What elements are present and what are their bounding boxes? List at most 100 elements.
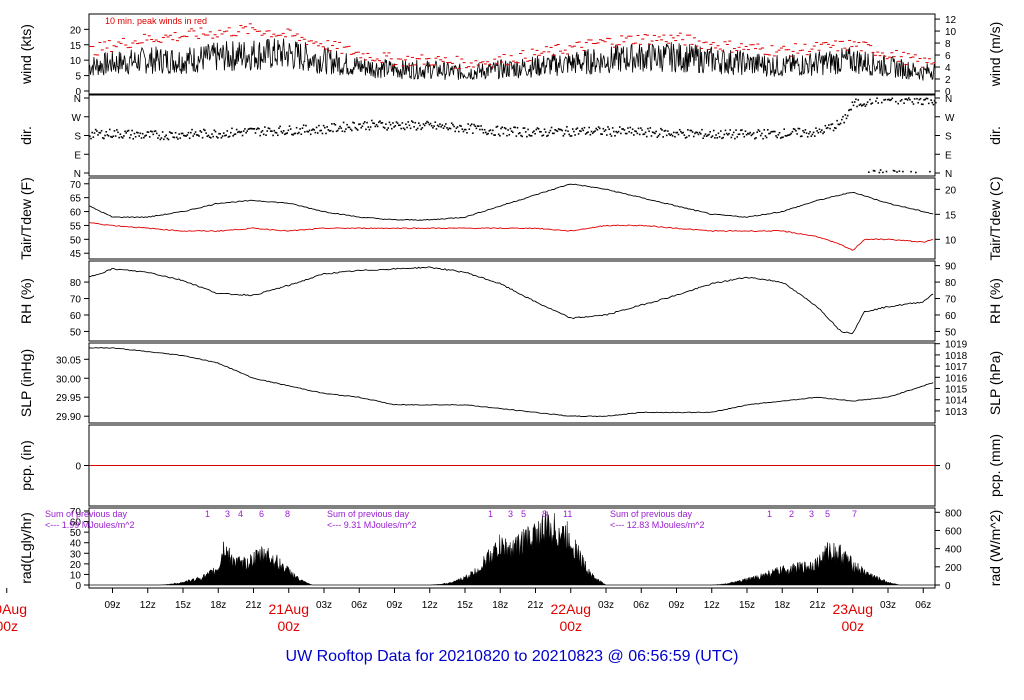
series-dir-point — [267, 127, 270, 129]
series-dir-point — [935, 101, 937, 104]
series-dir-point — [929, 170, 931, 173]
series-dir-point — [124, 130, 126, 133]
series-dir-point — [678, 128, 681, 131]
x-tick-label: 15z — [457, 600, 473, 611]
series-dir-point — [89, 135, 91, 137]
series-dir-point — [157, 137, 159, 139]
series-dir-point — [933, 99, 936, 102]
series-dir-point — [883, 99, 885, 101]
radiation-sum-value: <--- 12.83 MJoules/m^2 — [610, 520, 705, 530]
series-dir-point — [275, 132, 278, 134]
series-dir-point — [830, 123, 833, 126]
panel-dir: dir. dir.N NE ES SW WN N — [18, 94, 1003, 180]
series-dir-point — [685, 136, 688, 139]
series-dir-point — [210, 137, 212, 139]
series-dir-point — [862, 104, 864, 106]
series-dir-point — [322, 124, 325, 127]
hour-marker-label: 1 — [205, 509, 210, 519]
series-dir-point — [722, 136, 724, 139]
series-dir-point — [480, 125, 482, 127]
series-dir-point — [495, 126, 498, 128]
panel-wind: wind (kts) wind (m/s)0510152002468101210 … — [18, 13, 1003, 98]
y-tick-label-right: 10 — [945, 235, 957, 246]
series-dir-point — [97, 134, 99, 136]
series-dir-point — [354, 126, 357, 129]
series-dir-point — [761, 132, 763, 135]
series-dir-point — [386, 128, 388, 131]
y-tick-label-right: 1019 — [945, 340, 968, 351]
series-dir-point — [105, 130, 108, 133]
y-tick-label-right: N — [945, 169, 952, 180]
series-dir-point — [547, 134, 549, 137]
series-dir-point — [466, 131, 468, 134]
series-dir-point — [211, 133, 213, 135]
series-dir-point — [273, 129, 276, 132]
series-dir-point — [409, 127, 412, 130]
series-dir-point — [849, 108, 851, 111]
series-dir-point — [705, 135, 708, 137]
series-dir-point — [379, 120, 381, 122]
series-dir-point — [923, 99, 925, 101]
y-tick-label-right: 600 — [945, 526, 962, 537]
series-dir-point — [242, 130, 245, 132]
y-tick-label-right: 0 — [945, 87, 951, 98]
series-dir-point — [331, 123, 333, 125]
series-dir-point — [503, 127, 506, 129]
y-tick-label-right: N — [945, 94, 952, 105]
series-dir-point — [469, 124, 472, 127]
series-dir-point — [896, 171, 898, 173]
series-dir-point — [557, 128, 560, 130]
series-dir-point — [139, 132, 142, 135]
series-dir-point — [141, 132, 144, 135]
series-dir-point — [372, 122, 374, 124]
series-dir-point — [202, 128, 205, 131]
series-dir-point — [254, 132, 257, 134]
series-dir-point — [151, 130, 153, 133]
y-tick-label: 20 — [70, 25, 82, 36]
series-dir-point — [809, 131, 811, 133]
series-dir-point — [339, 125, 341, 128]
series-dir-point — [385, 123, 387, 125]
series-dir-point — [420, 128, 422, 131]
series-dir-point — [596, 129, 599, 131]
series-dir-point — [775, 135, 777, 137]
series-dir-point — [540, 130, 542, 133]
series-dir-point — [906, 99, 909, 101]
series-dir-point — [873, 170, 876, 172]
time-axis: 09z 12z 15z 18z 21z 03z 06z 09z 12z 15z 18z 21z 03z 0… — [0, 588, 931, 634]
series-dir-point — [255, 128, 258, 131]
series-dir-point — [302, 124, 305, 127]
series-dir-point — [467, 123, 469, 125]
series-dir-point — [770, 130, 773, 133]
series-dir-point — [826, 126, 829, 129]
series-dir-point — [143, 136, 145, 139]
series-dir-point — [588, 126, 590, 129]
series-dir-point — [376, 125, 379, 128]
series-dir-point — [215, 135, 218, 138]
series-dir-point — [731, 134, 734, 136]
series-temp-tdew — [89, 222, 934, 251]
series-dir-point — [764, 135, 767, 137]
series-dir-point — [782, 136, 784, 139]
series-dir-point — [226, 130, 229, 132]
series-dir-point — [433, 125, 435, 127]
y-tick-label-right: 1017 — [945, 362, 968, 373]
series-dir-point — [309, 133, 312, 136]
x-day-time-label: 00z — [559, 618, 582, 634]
series-dir-point — [597, 126, 600, 128]
y-tick-label: 50 — [70, 235, 82, 246]
series-dir-point — [249, 127, 252, 130]
series-dir-point — [708, 133, 710, 136]
series-dir-point — [395, 121, 398, 123]
series-dir-point — [903, 102, 905, 104]
hour-marker-label: 8 — [285, 509, 290, 519]
series-dir-point — [842, 115, 844, 118]
series-dir-point — [676, 131, 679, 134]
series-dir-point — [106, 134, 109, 136]
series-dir-point — [759, 134, 762, 137]
series-rh-line — [89, 266, 934, 335]
series-dir-point — [917, 101, 919, 104]
series-dir-point — [813, 135, 816, 137]
x-day-label: 21Aug — [269, 601, 309, 617]
series-dir-point — [766, 129, 769, 131]
